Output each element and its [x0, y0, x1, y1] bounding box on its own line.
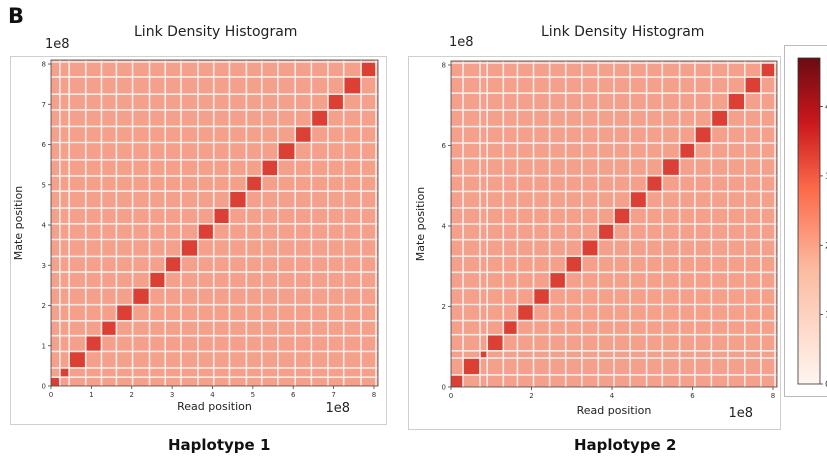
diagonal-block: [662, 158, 680, 176]
y-tick-label: 7: [42, 101, 46, 109]
colorbar: 0 1 2 3 4: [797, 57, 827, 390]
diagonal-block: [59, 367, 70, 378]
link-density-heatmap-haplotype-1: 0 1 2 3 4 5 6 7 8 0 1 2 3 4 5 6 7 8 Read position Mate posi…: [12, 59, 379, 416]
diagonal-block: [165, 256, 181, 273]
panel-label: B: [8, 4, 25, 28]
caption-haplotype-1: Haplotype 1: [168, 436, 271, 454]
diagonal-block: [598, 224, 614, 240]
link-density-heatmap-haplotype-2: 0 2 4 6 8 0 2 4 6 8 Read position Mate position 1e8: [414, 60, 778, 421]
chart-title: Link Density Histogram: [134, 24, 298, 40]
diagonal-block: [451, 374, 464, 387]
x-tick-label: 2: [529, 392, 533, 400]
colorbar-tick-label: 1: [825, 311, 827, 321]
colorbar-tick-label: 3: [825, 172, 827, 182]
diagonal-block: [197, 223, 214, 240]
y-tick-label: 2: [442, 303, 446, 311]
x-tick-label: 0: [449, 392, 453, 400]
diagonal-block: [744, 77, 761, 94]
y-tick-label: 4: [442, 223, 447, 231]
y-tick-label: 6: [442, 142, 447, 150]
y-tick-label: 8: [442, 62, 446, 70]
y-tick-label: 4: [42, 222, 47, 230]
diagonal-block: [463, 358, 480, 375]
diagonal-block: [213, 208, 230, 224]
y-multiplier-label: 1e8: [45, 37, 70, 52]
caption-haplotype-2: Haplotype 2: [574, 436, 677, 454]
y-tick-label: 0: [42, 383, 46, 391]
plot-area-frame: [450, 60, 778, 388]
diagonal-block: [85, 335, 102, 352]
diagonal-block: [132, 287, 150, 305]
x-tick-label: 4: [210, 391, 215, 399]
chart-title: Link Density Histogram: [541, 24, 705, 40]
x-multiplier-label: 1e8: [325, 401, 350, 416]
plot-area-frame: [50, 59, 379, 387]
y-tick-label: 1: [42, 342, 46, 350]
y-tick-label: 0: [442, 384, 446, 392]
x-tick-label: 5: [251, 391, 255, 399]
diagonal-block: [246, 175, 262, 192]
diagonal-block: [327, 94, 344, 110]
diagonal-block: [711, 110, 728, 127]
diagonal-block: [614, 207, 631, 224]
diagonal-block: [533, 288, 550, 305]
x-tick-label: 6: [291, 391, 296, 399]
diagonal-block: [549, 272, 566, 289]
x-tick-label: 8: [771, 392, 775, 400]
diagonal-block: [646, 175, 663, 192]
diagonal-block: [479, 350, 488, 359]
x-tick-label: 8: [372, 391, 376, 399]
diagonal-block: [277, 142, 296, 160]
y-multiplier-label: 1e8: [449, 35, 474, 50]
diagonal-block: [760, 63, 775, 78]
diagonal-block: [343, 76, 362, 95]
y-tick-label: 2: [42, 302, 46, 310]
y-tick-label: 8: [42, 61, 46, 69]
colorbar-tick-label: 4: [825, 103, 827, 113]
diagonal-block: [180, 239, 198, 257]
x-tick-label: 7: [331, 391, 335, 399]
diagonal-block: [311, 109, 328, 127]
y-tick-label: 6: [42, 141, 47, 149]
x-tick-label: 0: [49, 391, 53, 399]
diagonal-block: [581, 239, 599, 257]
x-tick-label: 4: [610, 392, 615, 400]
diagonal-block: [116, 304, 133, 321]
y-axis-label: Mate position: [414, 187, 427, 261]
diagonal-block: [361, 62, 376, 77]
x-tick-label: 6: [690, 392, 695, 400]
diagonal-block: [727, 93, 745, 111]
x-tick-label: 2: [130, 391, 134, 399]
diagonal-block: [630, 191, 647, 208]
diagonal-block: [487, 334, 504, 351]
x-tick-label: 3: [170, 391, 174, 399]
diagonal-block: [261, 159, 278, 176]
diagonal-block: [517, 304, 534, 321]
x-axis-label: Read position: [177, 400, 252, 413]
diagonal-block: [51, 377, 60, 386]
x-tick-label: 1: [89, 391, 93, 399]
diagonal-block: [503, 320, 518, 335]
diagonal-block: [694, 126, 712, 144]
colorbar-tick-label: 2: [825, 241, 827, 251]
diagonal-block: [679, 143, 695, 159]
x-axis-label: Read position: [577, 404, 652, 417]
colorbar-tick-label: 0: [825, 380, 827, 390]
y-tick-label: 3: [42, 262, 46, 270]
diagonal-block: [295, 126, 312, 143]
y-axis-label: Mate position: [12, 186, 25, 260]
x-multiplier-label: 1e8: [728, 406, 753, 421]
colorbar-gradient: [797, 57, 821, 385]
diagonal-block: [149, 272, 166, 288]
diagonal-block: [565, 256, 582, 273]
y-tick-label: 5: [42, 181, 46, 189]
diagonal-block: [69, 351, 86, 368]
diagonal-block: [229, 191, 247, 209]
diagonal-block: [101, 320, 117, 336]
